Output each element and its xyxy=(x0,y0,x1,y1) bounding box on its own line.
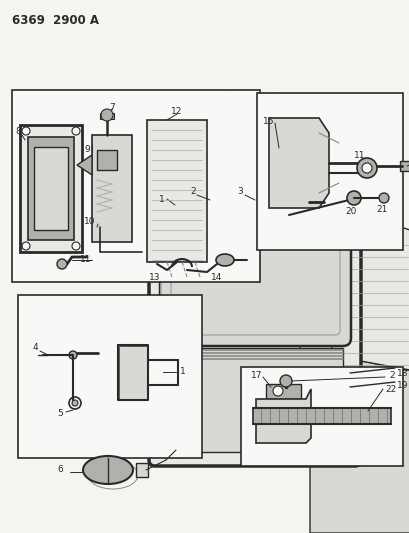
Bar xyxy=(147,120,207,262)
Text: 6369  2900 A: 6369 2900 A xyxy=(12,14,99,27)
Ellipse shape xyxy=(216,254,234,266)
Bar xyxy=(256,93,402,250)
Text: 13: 13 xyxy=(149,272,160,281)
Text: 12: 12 xyxy=(171,108,182,117)
Text: 20: 20 xyxy=(344,207,356,216)
Text: 4: 4 xyxy=(33,343,38,351)
Circle shape xyxy=(22,127,30,135)
Circle shape xyxy=(69,397,81,409)
Circle shape xyxy=(361,163,371,173)
Bar xyxy=(240,367,402,466)
Text: 21: 21 xyxy=(375,206,387,214)
Bar xyxy=(34,147,68,230)
Bar xyxy=(265,384,300,399)
Text: 22: 22 xyxy=(385,384,396,393)
Text: 2: 2 xyxy=(190,188,196,197)
Bar xyxy=(344,368,389,382)
Bar xyxy=(100,113,114,119)
Circle shape xyxy=(72,242,80,250)
Text: 1: 1 xyxy=(180,367,185,376)
Circle shape xyxy=(378,193,388,203)
Bar xyxy=(252,408,390,424)
Circle shape xyxy=(356,158,376,178)
Text: 8: 8 xyxy=(15,127,21,136)
Text: 5: 5 xyxy=(57,408,63,417)
Polygon shape xyxy=(255,389,310,443)
Circle shape xyxy=(272,386,282,396)
Polygon shape xyxy=(77,155,92,175)
Polygon shape xyxy=(299,195,409,370)
FancyBboxPatch shape xyxy=(160,200,350,346)
Bar xyxy=(92,135,132,242)
Circle shape xyxy=(69,351,77,359)
Bar xyxy=(12,90,259,282)
Circle shape xyxy=(279,375,291,387)
FancyBboxPatch shape xyxy=(148,189,360,466)
Circle shape xyxy=(346,191,360,205)
Bar xyxy=(28,137,74,240)
Polygon shape xyxy=(309,350,409,533)
Text: 9: 9 xyxy=(84,146,90,155)
Bar xyxy=(18,295,202,458)
Polygon shape xyxy=(268,118,328,208)
Bar xyxy=(20,125,82,252)
Text: 3: 3 xyxy=(236,188,242,197)
Text: 18: 18 xyxy=(396,368,407,377)
Text: 11: 11 xyxy=(353,151,365,160)
Text: 14: 14 xyxy=(211,272,222,281)
Circle shape xyxy=(101,109,113,121)
Bar xyxy=(344,383,389,395)
Circle shape xyxy=(57,259,67,269)
Text: 7: 7 xyxy=(109,102,115,111)
Text: 11: 11 xyxy=(80,255,91,264)
Text: 15: 15 xyxy=(262,117,274,125)
Text: 10: 10 xyxy=(84,217,95,227)
Circle shape xyxy=(22,242,30,250)
Bar xyxy=(399,161,409,171)
Text: 19: 19 xyxy=(396,381,407,390)
Bar xyxy=(136,463,148,477)
Text: 1: 1 xyxy=(159,196,164,205)
Bar xyxy=(119,346,147,399)
Circle shape xyxy=(72,400,78,406)
Ellipse shape xyxy=(83,456,133,484)
Text: 6: 6 xyxy=(57,465,63,474)
Circle shape xyxy=(72,127,80,135)
Text: 2: 2 xyxy=(389,370,394,379)
Bar xyxy=(97,150,117,170)
Text: 17: 17 xyxy=(250,370,262,379)
FancyBboxPatch shape xyxy=(171,211,339,335)
Bar xyxy=(166,348,342,452)
